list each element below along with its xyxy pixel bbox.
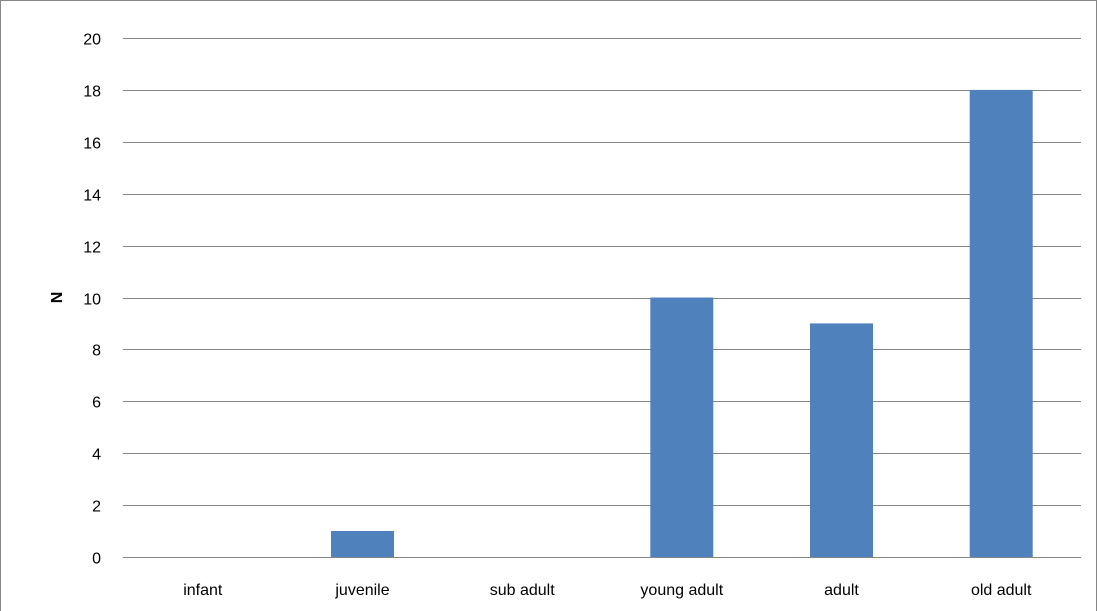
bar-juvenile	[331, 531, 394, 557]
x-tick-label: sub adult	[490, 582, 555, 599]
x-tick-label: infant	[183, 582, 223, 599]
x-tick-labels: infant juvenile sub adult young adult adult o…	[183, 582, 1032, 599]
y-tick-label: 0	[92, 551, 101, 568]
y-tick-label: 14	[83, 188, 101, 205]
y-tick-labels: 0 2 4 6 8 10 12 14 16 18 20	[83, 32, 101, 568]
y-axis-title: N	[49, 292, 66, 304]
x-tick-label: juvenile	[334, 582, 389, 599]
y-tick-label: 12	[83, 240, 101, 257]
x-tick-label: adult	[824, 582, 859, 599]
bar-young-adult	[650, 297, 714, 557]
y-tick-label: 2	[92, 499, 101, 516]
y-tick-label: 8	[92, 343, 101, 360]
x-tick-label: old adult	[971, 582, 1032, 599]
bar-old-adult	[969, 89, 1033, 558]
y-tick-label: 10	[83, 292, 101, 309]
y-tick-label: 6	[92, 395, 101, 412]
y-tick-label: 4	[92, 447, 101, 464]
bars	[331, 89, 1033, 558]
y-tick-label: 18	[83, 84, 101, 101]
y-tick-label: 20	[83, 32, 101, 49]
bar-adult	[810, 323, 873, 557]
y-tick-label: 16	[83, 136, 101, 153]
gridlines	[123, 38, 1081, 558]
x-tick-label: young adult	[640, 582, 723, 599]
